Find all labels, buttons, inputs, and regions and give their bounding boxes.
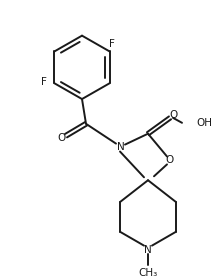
Text: F: F [109,39,115,49]
Text: O: O [166,155,174,165]
Text: OH: OH [196,118,212,128]
Text: O: O [169,110,177,120]
Text: O: O [57,133,65,143]
Text: N: N [117,141,125,151]
Text: N: N [144,245,152,254]
Text: F: F [41,77,47,87]
Text: CH₃: CH₃ [138,268,158,278]
